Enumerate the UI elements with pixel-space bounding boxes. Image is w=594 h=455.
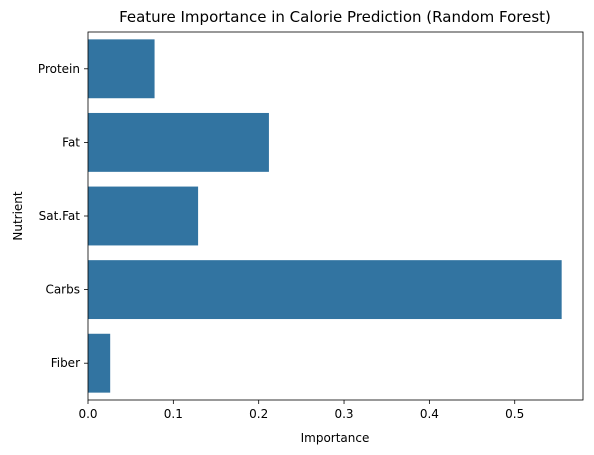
x-tick-label: 0.0	[78, 407, 97, 421]
plot-frame	[87, 31, 584, 401]
bar-sat-fat	[88, 186, 199, 246]
bar-carbs	[88, 260, 562, 320]
bar-protein	[88, 39, 155, 99]
y-tick-label: Fiber	[51, 356, 80, 370]
y-tick-label: Protein	[38, 62, 80, 76]
y-axis-label: Nutrient	[11, 191, 25, 241]
chart-title: Feature Importance in Calorie Prediction…	[119, 8, 551, 26]
x-axis-label: Importance	[301, 431, 370, 445]
x-ticks: 0.0 0.1 0.2 0.3 0.4 0.5	[78, 400, 524, 421]
y-tick-label: Fat	[62, 135, 80, 149]
x-tick-label: 0.5	[505, 407, 524, 421]
x-tick-label: 0.4	[420, 407, 439, 421]
y-ticks: Protein Fat Sat.Fat Carbs Fiber	[38, 62, 88, 370]
x-tick-label: 0.1	[164, 407, 183, 421]
y-tick-label: Carbs	[45, 283, 80, 297]
x-tick-label: 0.2	[249, 407, 268, 421]
bars-group	[88, 39, 562, 393]
bar-fat	[88, 112, 269, 172]
y-tick-label: Sat.Fat	[39, 209, 81, 223]
x-tick-label: 0.3	[334, 407, 353, 421]
bar-fiber	[88, 333, 111, 393]
